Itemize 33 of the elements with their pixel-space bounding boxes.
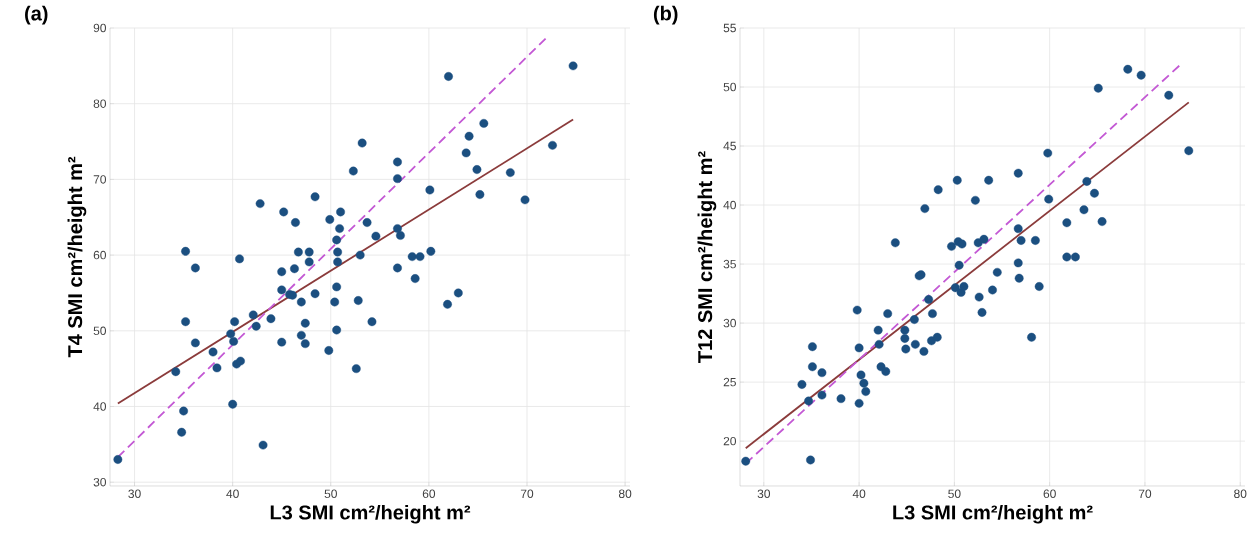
y-tick-label: 30 bbox=[723, 318, 737, 328]
y-tick-label: 25 bbox=[723, 377, 736, 387]
x-tick-label: 30 bbox=[757, 489, 771, 499]
y-tick-label: 20 bbox=[723, 436, 737, 446]
x-axis-title: L3 SMI cm²/height m² bbox=[270, 504, 471, 524]
chart-title: (b) bbox=[653, 5, 678, 25]
y-tick-label: 70 bbox=[93, 175, 107, 184]
y-tick-label: 55 bbox=[723, 23, 736, 33]
chart-title: (a) bbox=[25, 5, 48, 25]
y-tick-label: 90 bbox=[93, 23, 107, 33]
x-tick-label: 60 bbox=[422, 489, 436, 499]
y-tick-label: 30 bbox=[93, 477, 107, 487]
x-axis-title: L3 SMI cm²/height m² bbox=[893, 504, 1093, 524]
x-tick-label: 40 bbox=[852, 489, 866, 499]
x-tick-label: 30 bbox=[128, 489, 141, 499]
x-tick-label: 50 bbox=[948, 489, 961, 499]
x-tick-label: 80 bbox=[618, 489, 632, 499]
x-tick-label: 60 bbox=[1043, 489, 1056, 499]
x-tick-label: 70 bbox=[520, 489, 534, 499]
y-tick-label: 60 bbox=[93, 250, 107, 260]
y-tick-label: 50 bbox=[93, 326, 107, 336]
y-tick-label: 80 bbox=[93, 99, 107, 108]
y-tick-label: 45 bbox=[723, 141, 736, 151]
x-tick-label: 50 bbox=[324, 489, 337, 499]
y-tick-label: 40 bbox=[93, 402, 107, 411]
x-tick-label: 80 bbox=[1234, 489, 1247, 499]
y-tick-label: 35 bbox=[723, 259, 736, 269]
y-axis-title: T12 SMI cm²/height m² bbox=[697, 151, 717, 363]
x-tick-label: 40 bbox=[226, 489, 239, 499]
y-axis-title: T4 SMI cm²/height m² bbox=[67, 156, 87, 358]
y-tick-label: 50 bbox=[723, 82, 737, 92]
x-tick-label: 70 bbox=[1138, 489, 1152, 499]
y-tick-label: 40 bbox=[723, 200, 737, 210]
